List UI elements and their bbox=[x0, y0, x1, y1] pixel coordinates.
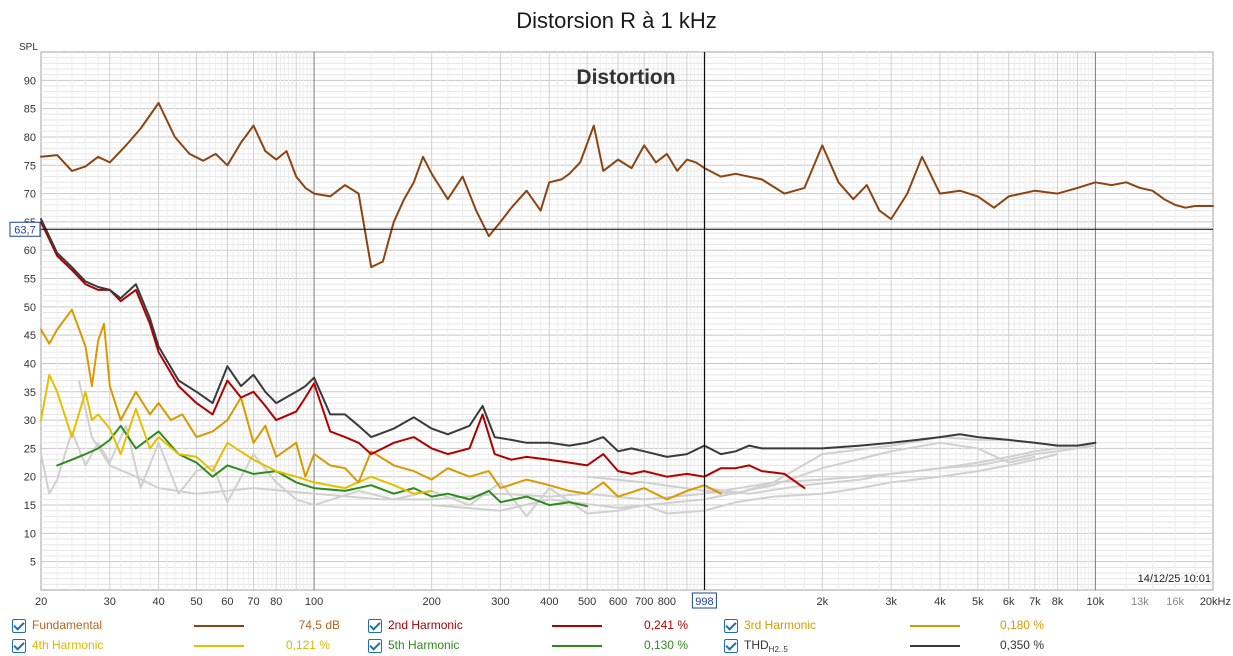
x-tick-label: 100 bbox=[305, 596, 323, 608]
x-tick-label: 20 bbox=[35, 596, 47, 608]
checkbox-2nd-harmonic[interactable] bbox=[368, 619, 382, 633]
legend-label-thd-main: THD bbox=[744, 638, 769, 652]
legend-value-fundamental: 74,5 dB bbox=[298, 618, 340, 632]
x-tick-label: 20kHz bbox=[1200, 596, 1231, 608]
y-tick-label: 15 bbox=[24, 500, 36, 512]
x-tick-label: 700 bbox=[635, 596, 653, 608]
x-tick-label: 8k bbox=[1052, 596, 1064, 608]
y-tick-label: 80 bbox=[24, 132, 36, 144]
x-tick-label: 4k bbox=[934, 596, 946, 608]
y-axis-label: SPL bbox=[19, 42, 38, 53]
plot-area bbox=[40, 51, 1214, 591]
x-tick-label: 600 bbox=[609, 596, 627, 608]
checkbox-5th-harmonic[interactable] bbox=[368, 639, 382, 653]
timestamp: 14/12/25 10:01 bbox=[1138, 573, 1211, 585]
legend-value-2nd-harmonic: 0,241 % bbox=[643, 618, 688, 632]
legend-label-2nd-harmonic: 2nd Harmonic bbox=[388, 618, 463, 632]
legend-label-thd: THDH2..5 bbox=[744, 638, 788, 654]
x-tick-label: 2k bbox=[817, 596, 829, 608]
legend-value-4th-harmonic: 0,121 % bbox=[285, 638, 330, 652]
y-tick-label: 10 bbox=[24, 528, 36, 540]
series-line-4th-harmonic bbox=[40, 373, 433, 495]
legend-row-2: 4th Harmonic 0,121 % 5th Harmonic 0,130 … bbox=[0, 636, 1233, 656]
checkbox-4th-harmonic[interactable] bbox=[12, 639, 26, 653]
legend-swatch-3rd-harmonic bbox=[910, 625, 960, 627]
x-tick-label: 5k bbox=[972, 596, 984, 608]
background-curve bbox=[40, 424, 1058, 518]
legend-label-4th-harmonic: 4th Harmonic bbox=[32, 638, 104, 652]
x-tick-label: 60 bbox=[221, 596, 233, 608]
cursor-x-label: 998 bbox=[695, 596, 713, 608]
y-tick-label: 40 bbox=[24, 358, 36, 370]
legend-label-thd-sub: H2..5 bbox=[768, 645, 788, 654]
legend-label-3rd-harmonic: 3rd Harmonic bbox=[744, 618, 817, 632]
y-tick-label: 5 bbox=[30, 557, 36, 569]
legend-label-5th-harmonic: 5th Harmonic bbox=[388, 638, 460, 652]
y-tick-label: 30 bbox=[24, 415, 36, 427]
legend-row-1: Fundamental 74,5 dB 2nd Harmonic 0,241 %… bbox=[0, 616, 1233, 636]
x-tick-label: 300 bbox=[491, 596, 509, 608]
series-line-3rd-harmonic bbox=[40, 308, 722, 501]
legend-value-thd: 0,350 % bbox=[999, 638, 1044, 652]
y-tick-label: 45 bbox=[24, 330, 36, 342]
v-gridlines bbox=[56, 52, 1196, 590]
series-lines bbox=[40, 102, 1214, 508]
checkbox-thd[interactable] bbox=[724, 639, 738, 653]
x-tick-label: 30 bbox=[104, 596, 116, 608]
legend-swatch-5th-harmonic bbox=[552, 645, 602, 647]
chart-annotation: Distortion bbox=[576, 66, 675, 89]
y-tick-label: 60 bbox=[24, 245, 36, 257]
x-tick-label: 10k bbox=[1087, 596, 1105, 608]
y-tick-labels: 51015202530354045505560657075808590 bbox=[24, 75, 36, 568]
series-line-2nd-harmonic bbox=[40, 220, 806, 490]
x-tick-label: 80 bbox=[270, 596, 282, 608]
x-tick-labels: 20 30 40 50 60 70 80 100 200 300 400 500 600 700 800 2k… bbox=[35, 596, 1231, 608]
legend-value-3rd-harmonic: 0,180 % bbox=[999, 618, 1044, 632]
y-tick-label: 75 bbox=[24, 160, 36, 172]
x-tick-label: 500 bbox=[578, 596, 596, 608]
x-tick-label: 3k bbox=[885, 596, 897, 608]
legend-swatch-thd bbox=[910, 645, 960, 647]
y-tick-label: 70 bbox=[24, 189, 36, 201]
background-curve bbox=[704, 441, 1096, 495]
legend-swatch-fundamental bbox=[194, 625, 244, 627]
x-tick-label: 40 bbox=[152, 596, 164, 608]
y-tick-label: 85 bbox=[24, 104, 36, 116]
legend-swatch-2nd-harmonic bbox=[552, 625, 602, 627]
legend-swatch-4th-harmonic bbox=[194, 645, 244, 647]
y-tick-label: 35 bbox=[24, 387, 36, 399]
cursor-y-label: 63,7 bbox=[14, 224, 35, 236]
x-tick-label: 13k bbox=[1131, 596, 1149, 608]
legend: Fundamental 74,5 dB 2nd Harmonic 0,241 %… bbox=[0, 612, 1233, 656]
x-tick-label: 70 bbox=[247, 596, 259, 608]
checkbox-fundamental[interactable] bbox=[12, 619, 26, 633]
y-tick-label: 20 bbox=[24, 472, 36, 484]
series-line-fundamental bbox=[40, 102, 1214, 269]
h-gridlines bbox=[41, 57, 1213, 585]
y-tick-label: 55 bbox=[24, 274, 36, 286]
y-tick-label: 90 bbox=[24, 75, 36, 87]
distortion-chart[interactable]: 51015202530354045505560657075808590SPL20… bbox=[0, 0, 1233, 612]
background-curve bbox=[587, 436, 1036, 495]
x-tick-label: 7k bbox=[1029, 596, 1041, 608]
background-curve bbox=[77, 380, 1096, 501]
y-tick-label: 25 bbox=[24, 443, 36, 455]
legend-label-fundamental: Fundamental bbox=[32, 618, 103, 632]
x-tick-label: 800 bbox=[658, 596, 676, 608]
x-tick-label: 50 bbox=[190, 596, 202, 608]
x-tick-label: 400 bbox=[540, 596, 558, 608]
checkbox-3rd-harmonic[interactable] bbox=[724, 619, 738, 633]
x-tick-label: 16k bbox=[1166, 596, 1184, 608]
series-line-thd bbox=[40, 218, 1097, 458]
x-tick-label: 6k bbox=[1003, 596, 1015, 608]
chart-title: Distorsion R à 1 kHz bbox=[516, 8, 717, 33]
legend-value-5th-harmonic: 0,130 % bbox=[643, 638, 688, 652]
x-tick-label: 200 bbox=[422, 596, 440, 608]
series-line-5th-harmonic bbox=[56, 424, 589, 508]
cursor-y-box bbox=[9, 221, 41, 237]
y-tick-label: 50 bbox=[24, 302, 36, 314]
cursor-x-box bbox=[691, 592, 717, 609]
